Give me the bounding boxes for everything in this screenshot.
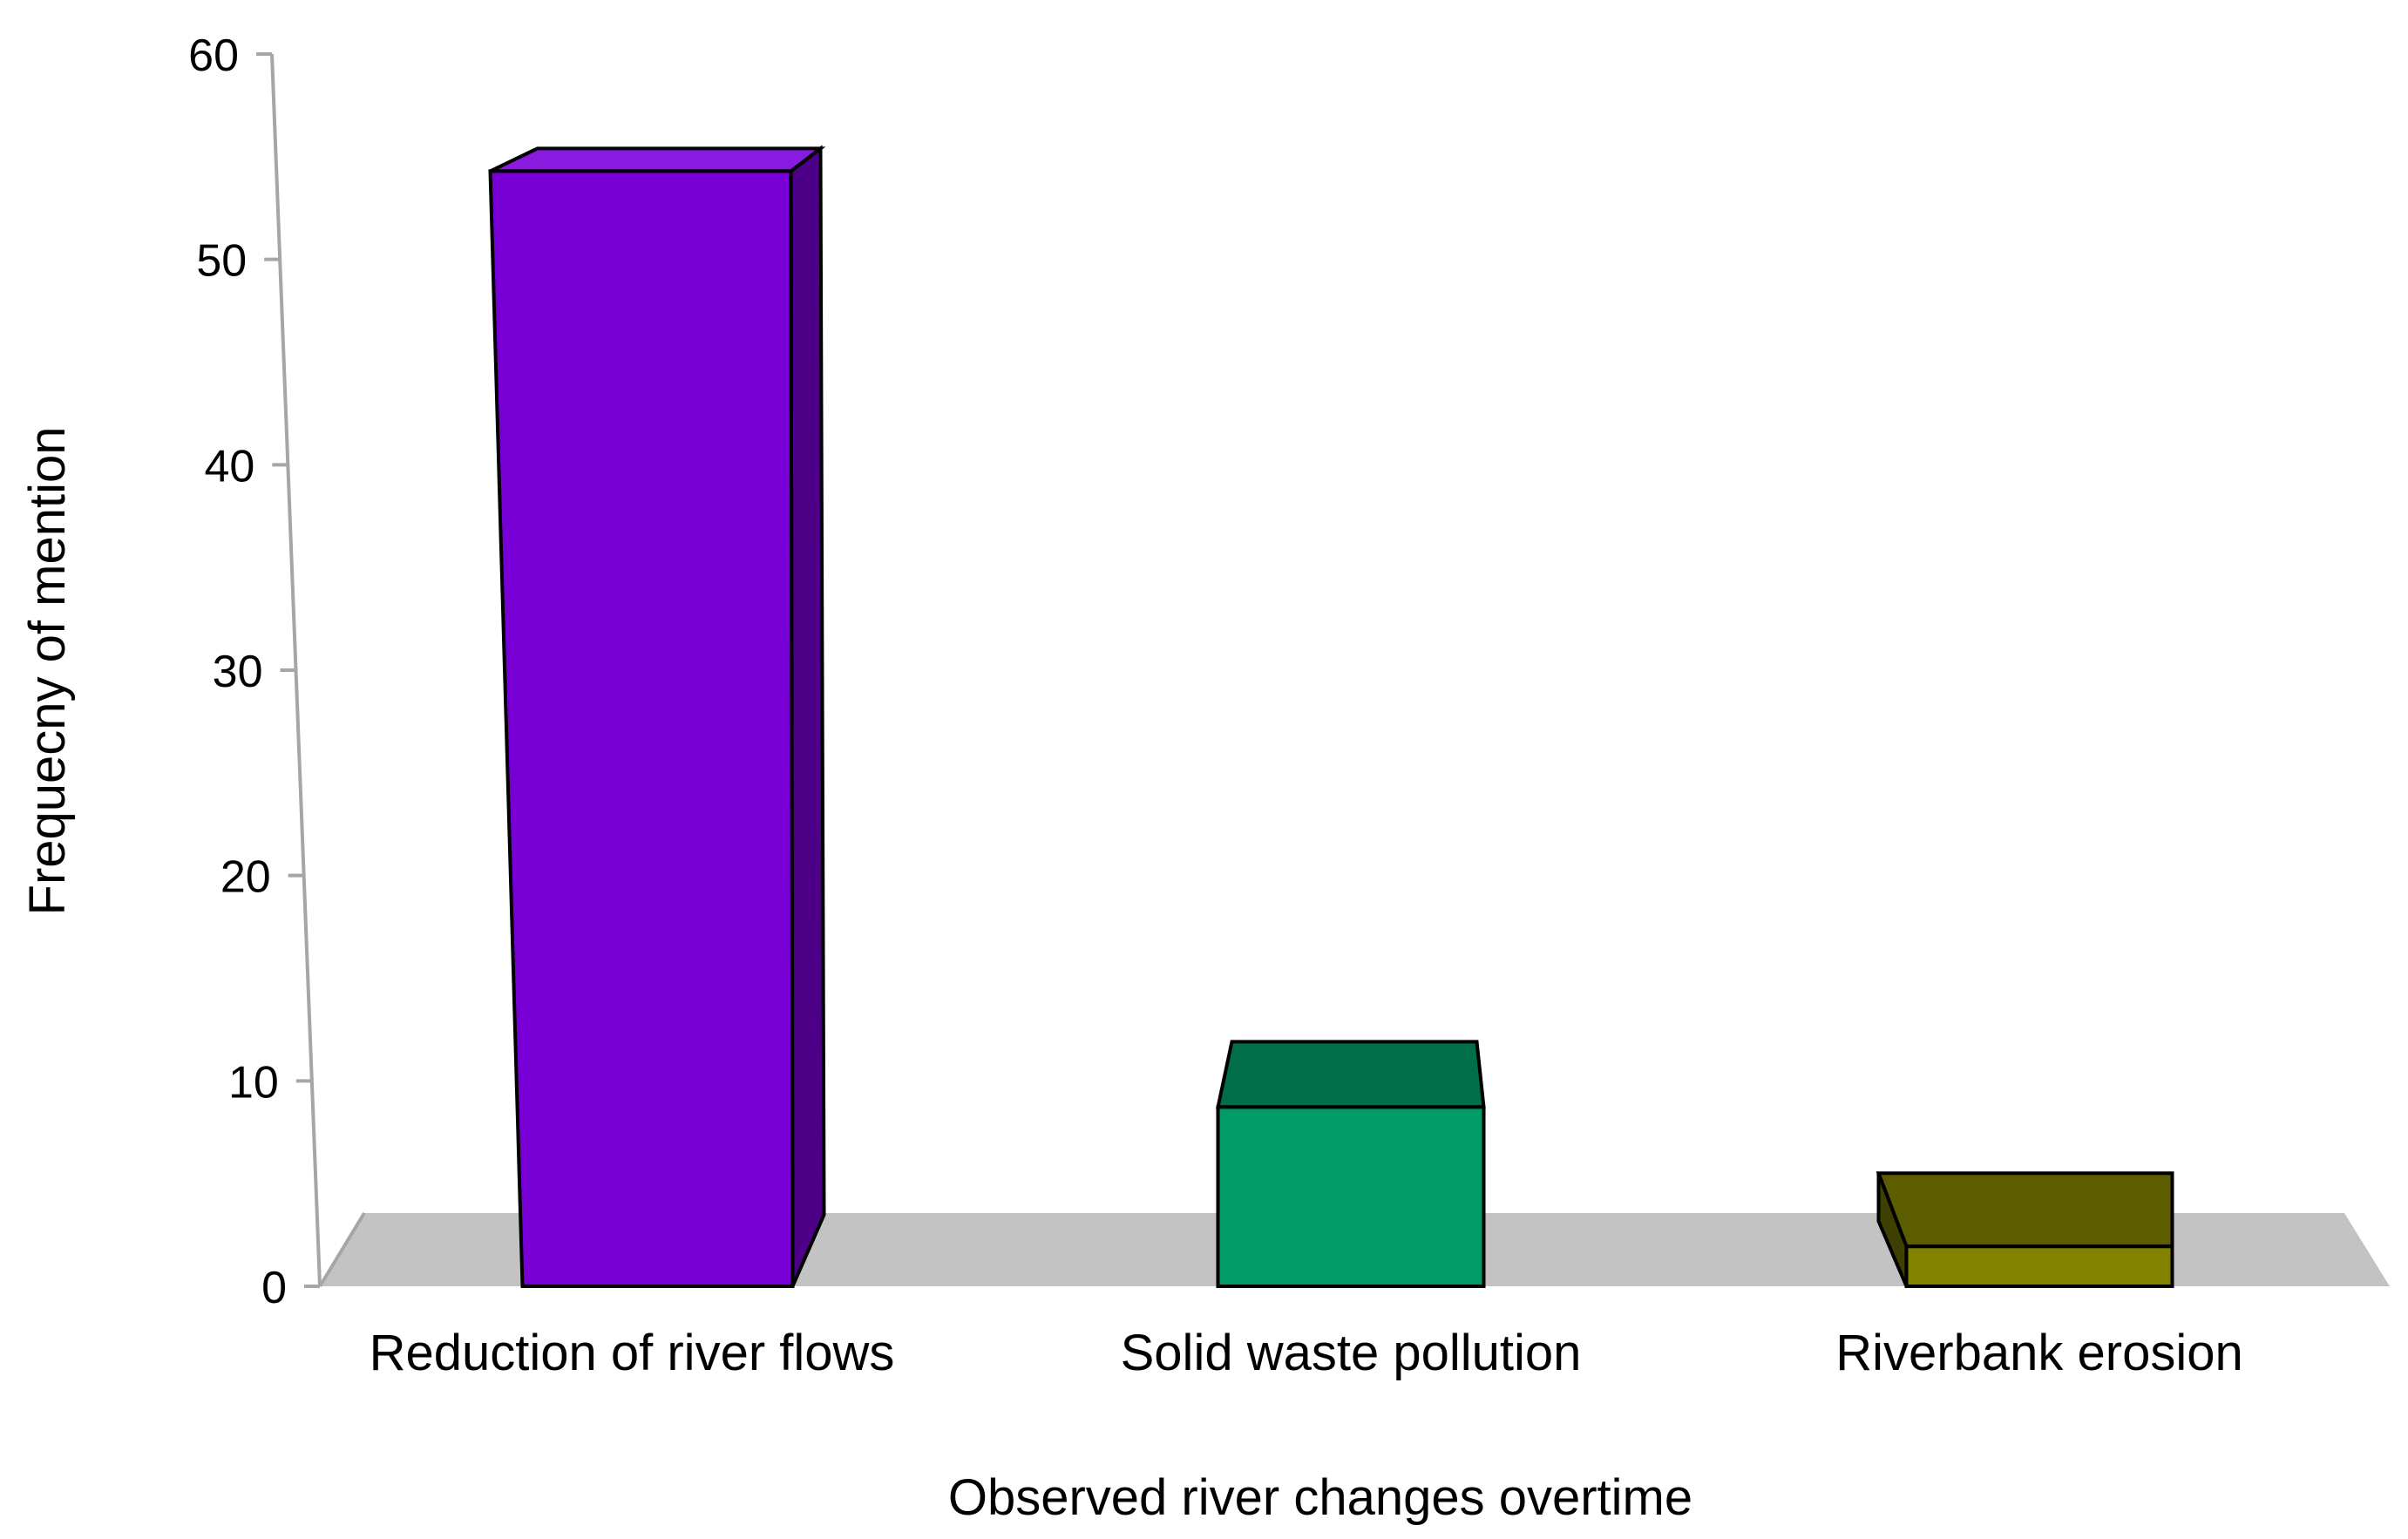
y-tick-label: 50	[196, 236, 247, 287]
bar-top	[1876, 1171, 2174, 1249]
x-tick-label: Solid waste pollution	[1121, 1325, 1582, 1381]
x-tick-label: Reduction of river flows	[370, 1325, 895, 1381]
x-axis: Reduction of river flows Solid waste poll…	[370, 1325, 2243, 1381]
bar-top	[489, 146, 826, 173]
bar-front	[1904, 1244, 2174, 1289]
bar-top	[1216, 1040, 1486, 1109]
bar-side	[789, 145, 826, 1287]
bar-front	[1216, 1105, 1486, 1288]
y-tick-label: 20	[220, 852, 271, 903]
bar-front	[488, 169, 795, 1288]
bar	[1216, 1040, 1486, 1288]
bar	[1876, 1171, 2174, 1289]
y-axis-base-line	[318, 1211, 366, 1288]
y-tick-label: 0	[261, 1263, 287, 1313]
y-tick-label: 10	[228, 1057, 279, 1108]
y-tick-label: 40	[204, 441, 254, 492]
bar-side	[1876, 1172, 1909, 1287]
y-axis-title: Frequecny of mention	[19, 427, 76, 916]
bar	[488, 145, 826, 1288]
y-tick-label: 60	[188, 31, 239, 81]
x-axis-title: Observed river changes overtime	[948, 1469, 1692, 1526]
y-tick-label: 30	[213, 647, 263, 697]
y-axis: 0 10 20 30 40 50 60	[188, 31, 366, 1313]
bars	[488, 145, 2174, 1289]
x-tick-label: Riverbank erosion	[1835, 1325, 2242, 1381]
